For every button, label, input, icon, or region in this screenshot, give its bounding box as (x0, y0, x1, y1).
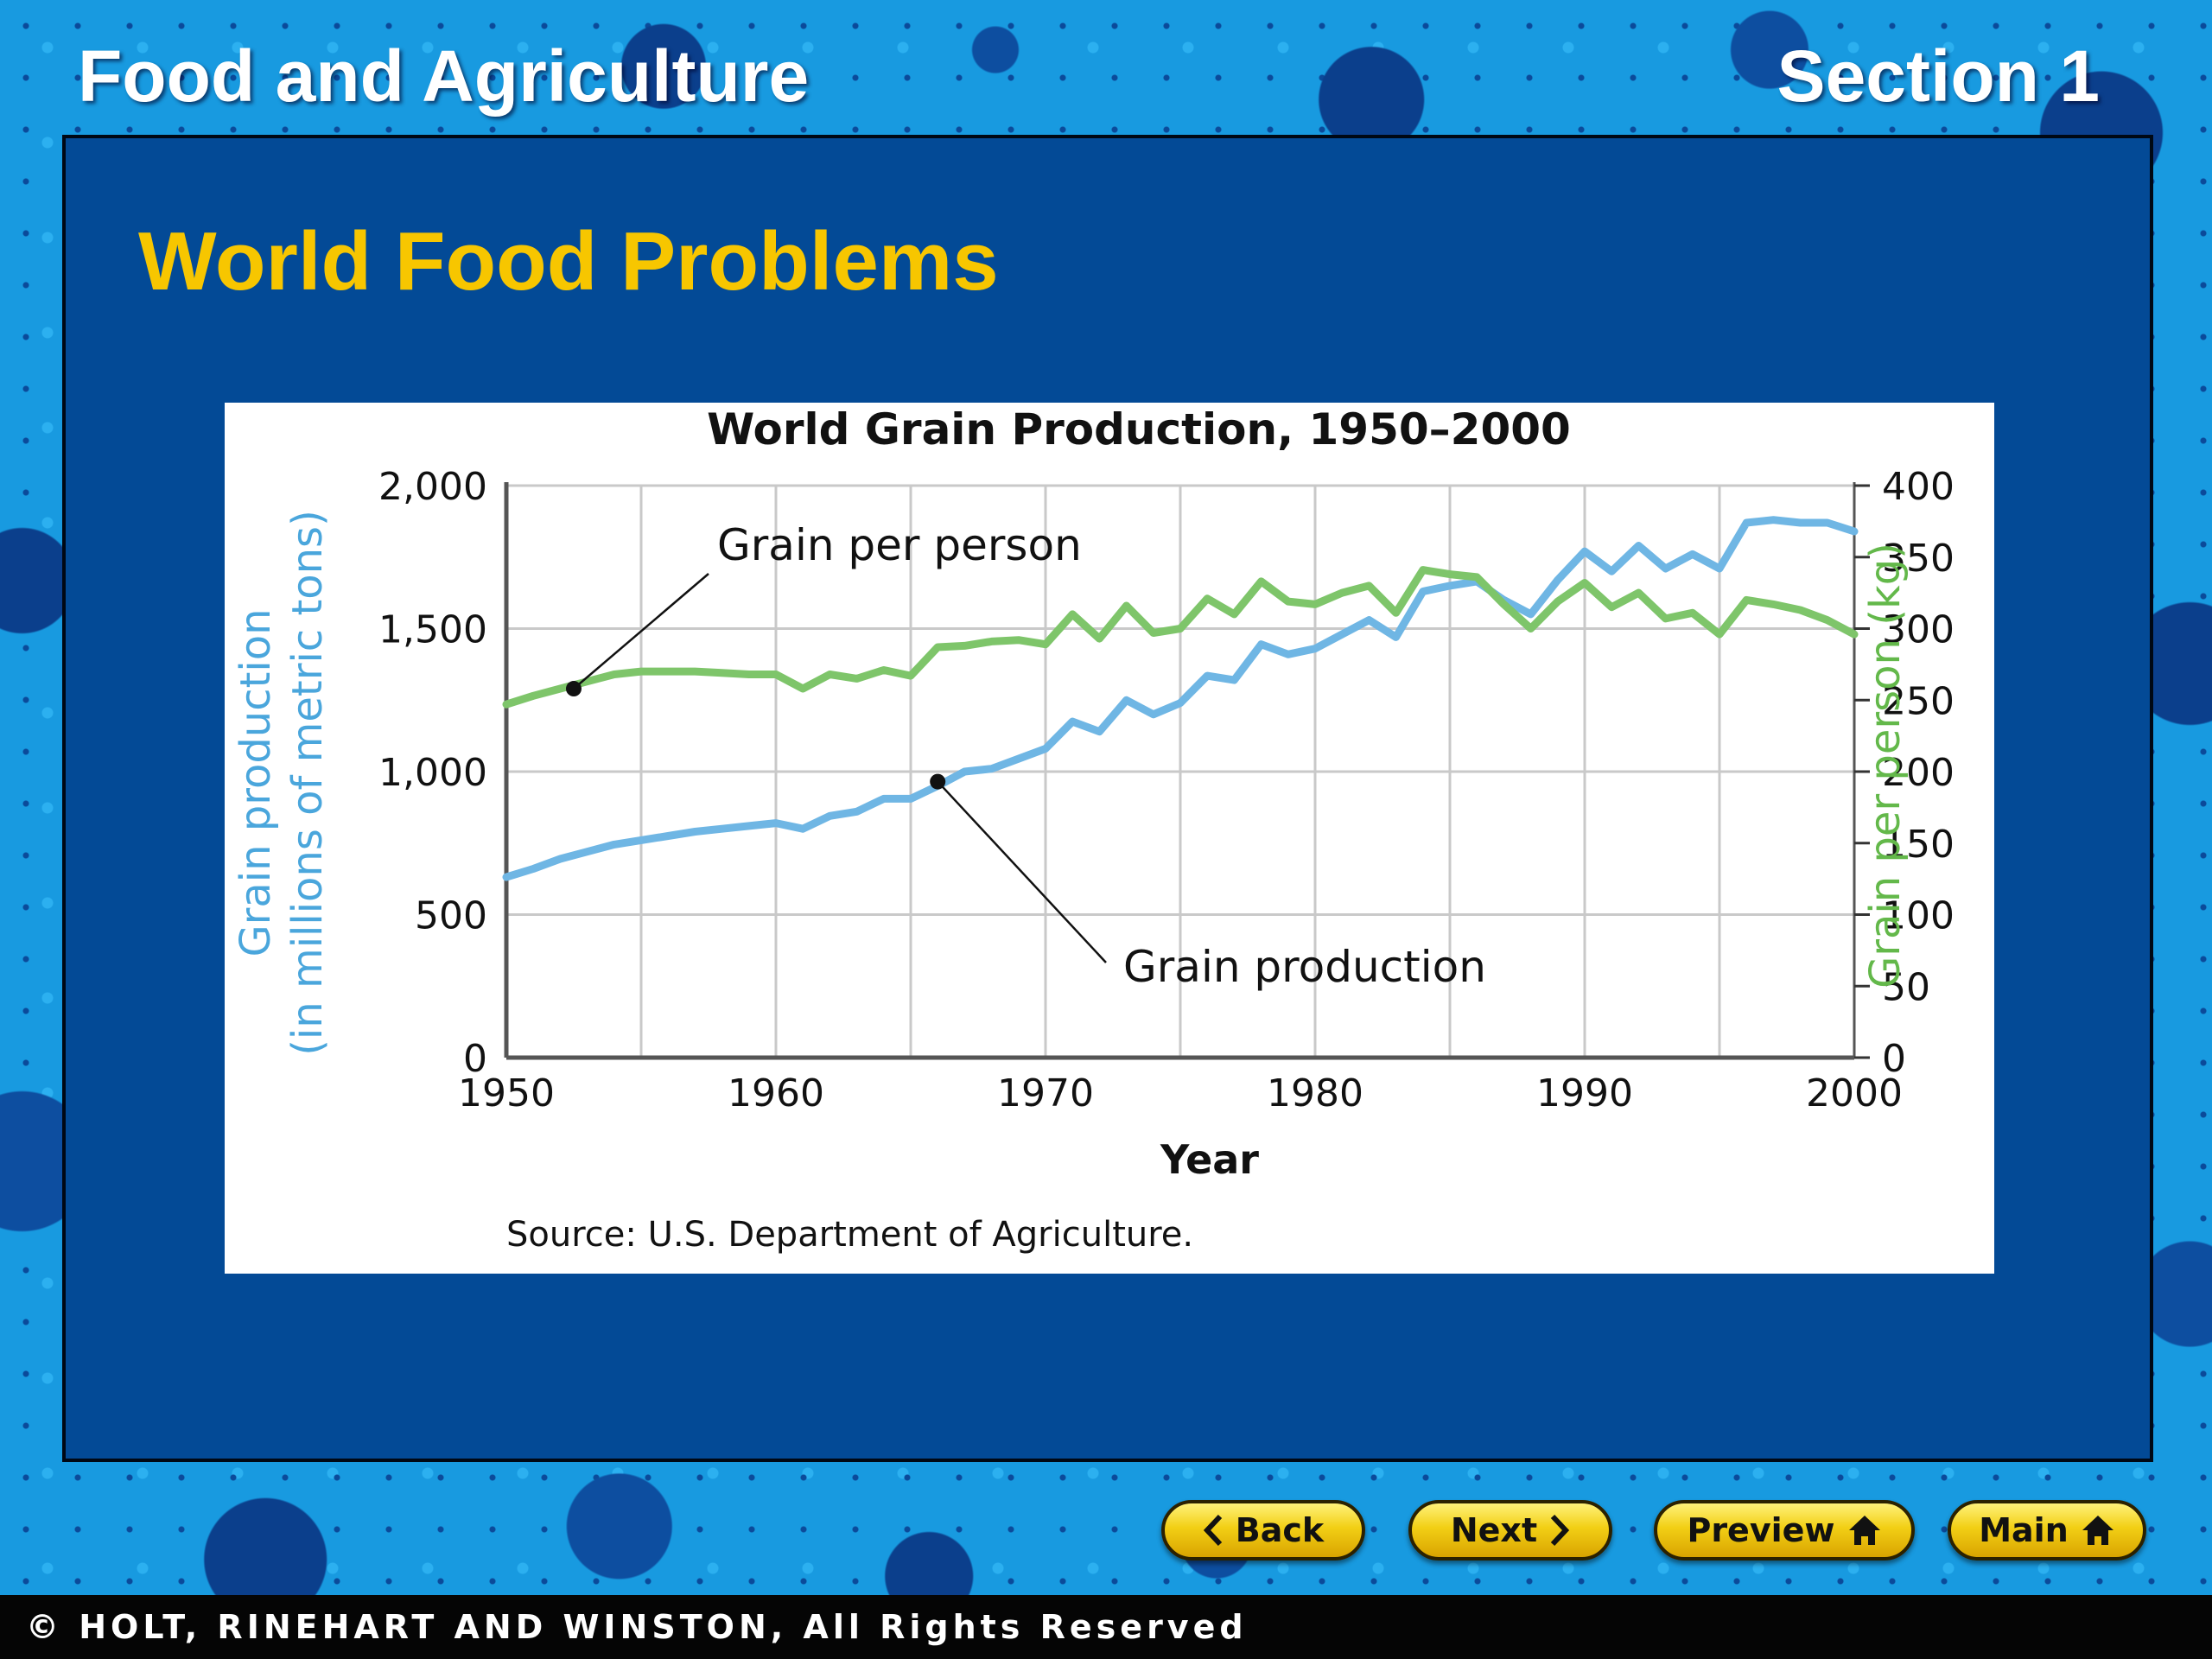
x-tick-label: 1960 (728, 1071, 824, 1116)
right-axis-label-group: Grain per person (kg) (1861, 543, 1910, 988)
grain-production-chart: World Grain Production, 1950–2000 05001,… (232, 404, 1955, 1255)
series-line-production (502, 516, 1859, 881)
content-panel: World Food Problems World Grain Producti… (62, 135, 2153, 1462)
right-axis-ticks: 0 50 100 150 200 250 300 350 400 (1854, 465, 1955, 1081)
right-tick-label: 0 (1882, 1037, 1906, 1081)
left-axis-ticks: 0 500 1,000 1,500 2,000 (378, 465, 487, 1081)
x-tick-label: 1950 (458, 1071, 555, 1116)
left-tick-label: 2,000 (378, 465, 487, 509)
right-tick-label: 300 (1882, 608, 1955, 652)
right-tick-label: 150 (1882, 823, 1955, 867)
x-axis-ticks: 1950 1960 1970 1980 1990 2000 (458, 1071, 1903, 1116)
copyright-text: © HOLT, RINEHART AND WINSTON, All Rights… (26, 1608, 1248, 1646)
left-tick-label: 500 (415, 894, 487, 938)
copyright-footer: © HOLT, RINEHART AND WINSTON, All Rights… (0, 1595, 2212, 1659)
chart-grid (506, 484, 1854, 1059)
next-button-label: Next (1450, 1511, 1538, 1549)
annotation-leader-per-person (573, 573, 709, 690)
chart-series (502, 516, 1859, 881)
next-button[interactable]: Next (1408, 1500, 1612, 1560)
right-tick-label: 200 (1882, 751, 1955, 795)
right-tick-label: 50 (1882, 965, 1930, 1009)
left-tick-label: 0 (463, 1037, 487, 1081)
right-tick-label: 100 (1882, 894, 1955, 938)
back-button[interactable]: Back (1161, 1500, 1365, 1560)
left-axis-label-line2: (in millions of metric tons) (283, 510, 332, 1056)
annotation-dot-per-person (566, 681, 582, 697)
right-axis-label: Grain per person (kg) (1861, 543, 1910, 988)
x-axis-label: Year (1160, 1136, 1259, 1183)
left-axis-label: Grain production (in millions of metric … (232, 510, 332, 1056)
header-section-label: Section 1 (1777, 35, 2100, 117)
header-course-title: Food and Agriculture (78, 35, 810, 117)
left-tick-label: 1,000 (378, 751, 487, 795)
x-tick-label: 1980 (1267, 1071, 1363, 1116)
right-tick-label: 400 (1882, 465, 1955, 509)
x-tick-label: 1970 (997, 1071, 1094, 1116)
annotation-leader-production (937, 780, 1107, 963)
annotation-label-production: Grain production (1123, 942, 1486, 992)
preview-button-label: Preview (1687, 1511, 1835, 1549)
chevron-right-icon (1550, 1514, 1570, 1547)
chart-annotations: Grain per person Grain production (566, 520, 1486, 992)
chart-container: World Grain Production, 1950–2000 0 500 1,… (225, 403, 1994, 1274)
x-tick-label: 2000 (1806, 1071, 1903, 1116)
home-icon (1848, 1516, 1880, 1545)
right-tick-label: 350 (1882, 537, 1955, 581)
x-tick-label: 1990 (1536, 1071, 1633, 1116)
chevron-left-icon (1203, 1514, 1222, 1547)
main-button[interactable]: Main (1948, 1500, 2146, 1560)
left-axis-label-line1: Grain production (232, 608, 280, 957)
annotation-label-per-person: Grain per person (717, 520, 1082, 570)
slide-title: World Food Problems (138, 215, 999, 308)
series-line-per-person (502, 566, 1859, 709)
left-tick-label: 1,500 (378, 608, 487, 652)
annotation-dot-production (930, 773, 946, 790)
home-icon (2082, 1516, 2113, 1545)
right-tick-label: 250 (1882, 679, 1955, 723)
main-button-label: Main (1979, 1511, 2069, 1549)
chart-axes (504, 482, 1856, 1060)
chart-title: World Grain Production, 1950–2000 (707, 404, 1571, 454)
preview-button[interactable]: Preview (1654, 1500, 1915, 1560)
chart-source: Source: U.S. Department of Agriculture. (506, 1215, 1193, 1255)
back-button-label: Back (1235, 1511, 1325, 1549)
